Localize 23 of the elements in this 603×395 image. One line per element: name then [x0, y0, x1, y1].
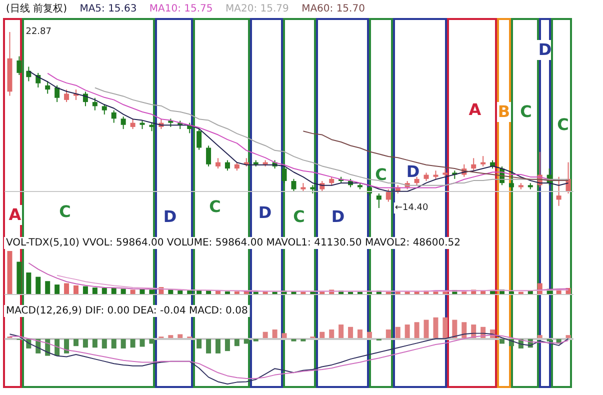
- annotation: C: [292, 207, 306, 227]
- text: MA20: 15.79: [226, 4, 289, 14]
- chart-title: VOL-TDX(5,10) VVOL: 59864.00 VOLUME: 59864.00 MAVOL1: 41130.50 MAVOL2: 48600.52: [6, 238, 461, 248]
- annotation: B: [496, 102, 512, 122]
- annotation: A: [468, 100, 482, 120]
- annotation: D: [405, 162, 421, 182]
- text: MA5: 15.63: [80, 4, 137, 14]
- annotation: ←14.40: [394, 203, 429, 213]
- annotation: A: [8, 205, 22, 225]
- annotation: C: [58, 202, 72, 222]
- chart-title: MACD(12,26,9) DIF: 0.00 DEA: -0.04 MACD: 0.08: [6, 306, 248, 316]
- annotation: 22.87: [26, 27, 52, 37]
- annotation: D: [257, 203, 273, 223]
- text: MA60: 15.70: [302, 4, 365, 14]
- annotation: C: [556, 115, 570, 135]
- annotation: C: [519, 102, 533, 122]
- annotation: D: [162, 207, 178, 227]
- annotation: C: [208, 197, 222, 217]
- annotation: D: [537, 40, 553, 60]
- chart-title: (日线 前复权): [6, 2, 68, 14]
- annotation: D: [330, 207, 346, 227]
- annotation: C: [374, 165, 388, 185]
- text: MA10: 15.75: [149, 4, 213, 14]
